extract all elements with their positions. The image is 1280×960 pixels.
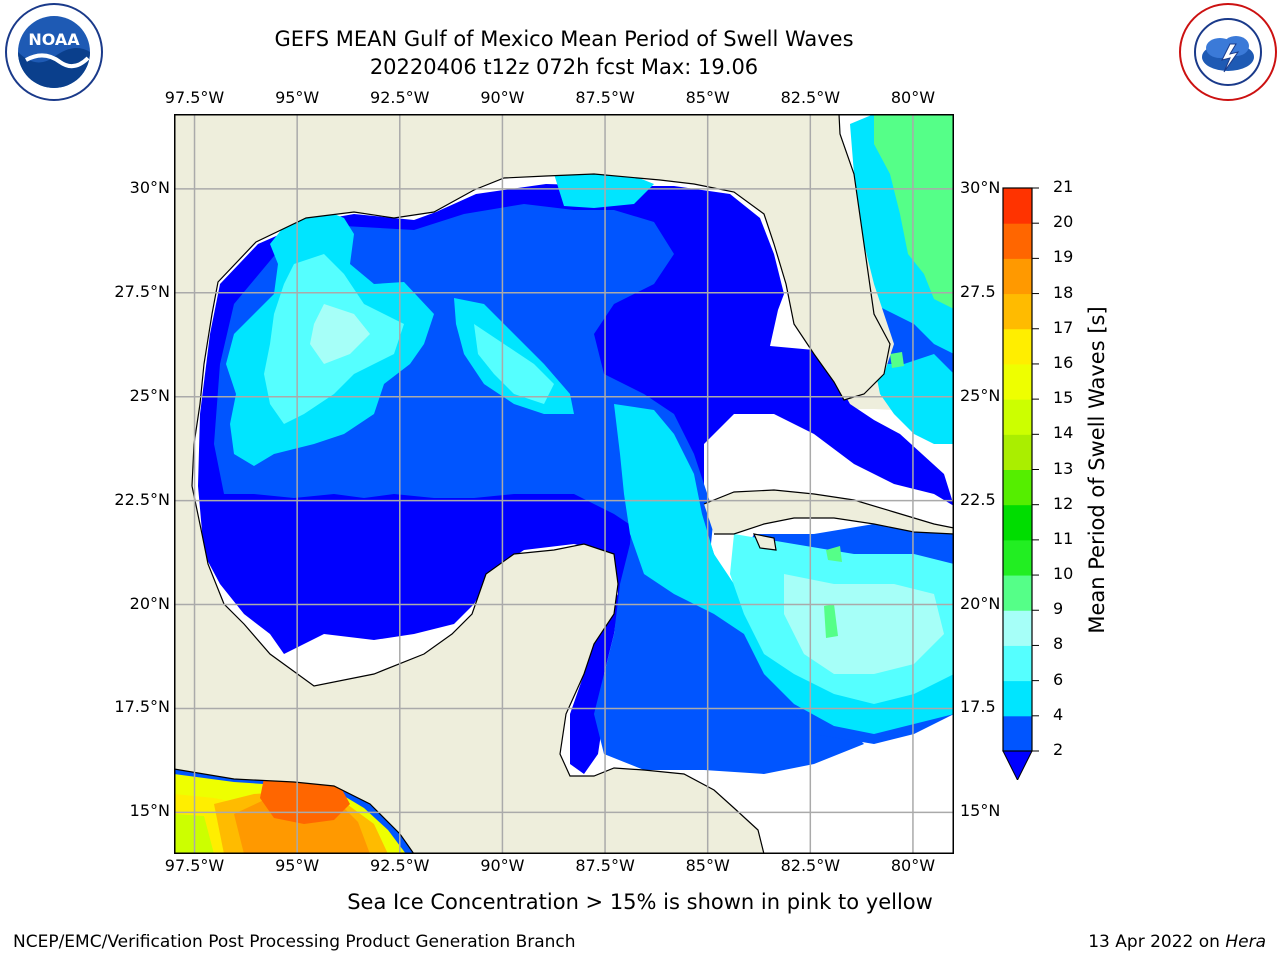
colorbar-tick-label: 19 — [1053, 247, 1074, 267]
lat-label-left: 27.5°N — [114, 281, 170, 301]
colorbar — [1002, 187, 1039, 780]
colorbar-tick-label: 21 — [1053, 177, 1074, 196]
colorbar-tick-label: 20 — [1053, 212, 1074, 232]
lon-label-bottom: 90°W — [480, 856, 525, 875]
colorbar-segment — [1003, 258, 1032, 295]
colorbar-tick-label: 12 — [1053, 493, 1074, 513]
colorbar-under-triangle — [1002, 750, 1033, 780]
colorbar-tick-label: 9 — [1053, 599, 1064, 619]
lat-label-right: 27.5 — [960, 281, 996, 301]
colorbar-segment — [1003, 188, 1032, 224]
map-panel — [174, 114, 954, 854]
colorbar-segment — [1003, 539, 1032, 576]
sea-ice-note: Sea Ice Concentration > 15% is shown in … — [347, 890, 933, 914]
colorbar-tick-label: 16 — [1053, 352, 1074, 372]
lon-label-top: 92.5°W — [370, 88, 430, 107]
lat-label-right: 17.5 — [960, 697, 996, 717]
colorbar-segment — [1003, 363, 1032, 400]
lat-label-left: 30°N — [129, 177, 170, 197]
colorbar-segment — [1003, 715, 1032, 752]
chart-subtitle: 20220406 t12z 072h fcst Max: 19.06 — [369, 55, 759, 79]
lon-label-top: 82.5°W — [780, 88, 841, 107]
colorbar-tick-label: 11 — [1053, 528, 1074, 548]
lon-label-top: 85°W — [685, 88, 730, 107]
map-gridlines — [174, 114, 954, 854]
footer-date-text: 13 Apr 2022 on — [1088, 932, 1226, 952]
colorbar-tick-label: 4 — [1053, 704, 1064, 724]
lat-label-left: 25°N — [129, 385, 170, 405]
colorbar-tick-label: 6 — [1053, 669, 1064, 689]
lat-label-left: 22.5°N — [114, 489, 170, 509]
lat-label-right: 20°N — [960, 593, 1001, 613]
colorbar-tick-label: 18 — [1053, 282, 1074, 302]
colorbar-segment — [1003, 328, 1032, 365]
nws-logo — [1179, 3, 1277, 101]
lon-label-top: 87.5°W — [575, 88, 635, 107]
colorbar-segment — [1003, 223, 1032, 259]
lon-label-bottom: 82.5°W — [780, 856, 841, 875]
coastlines — [174, 114, 954, 854]
lat-label-right: 30°N — [960, 177, 1001, 197]
colorbar-tick-label: 14 — [1053, 423, 1074, 443]
lat-label-right: 15°N — [960, 801, 1001, 821]
lon-label-bottom: 92.5°W — [370, 856, 430, 875]
colorbar-tick-label: 13 — [1053, 458, 1074, 478]
swell-period-field — [174, 114, 954, 854]
lon-label-top: 80°W — [890, 88, 936, 107]
map-frame — [174, 114, 954, 854]
lon-label-top: 97.5°W — [164, 88, 225, 107]
lon-label-bottom: 87.5°W — [575, 856, 635, 875]
lat-label-left: 17.5°N — [114, 697, 170, 717]
colorbar-segment — [1003, 610, 1032, 646]
colorbar-tick-label: 17 — [1053, 317, 1074, 337]
colorbar-segment — [1003, 680, 1032, 717]
lat-label-left: 20°N — [129, 593, 170, 613]
colorbar-tick-label: 15 — [1053, 388, 1074, 408]
lat-label-right: 25°N — [960, 385, 1001, 405]
footer-credit: NCEP/EMC/Verification Post Processing Pr… — [13, 932, 576, 952]
colorbar-segment — [1003, 399, 1032, 435]
colorbar-tick-label: 10 — [1053, 564, 1074, 584]
lon-label-bottom: 85°W — [685, 856, 730, 875]
colorbar-segments — [1003, 188, 1032, 752]
chart-title: GEFS MEAN Gulf of Mexico Mean Period of … — [274, 27, 854, 51]
lat-label-left: 15°N — [129, 801, 170, 821]
lon-label-top: 90°W — [480, 88, 525, 107]
colorbar-segment — [1003, 469, 1032, 506]
colorbar-segment — [1003, 575, 1032, 611]
colorbar-segment — [1003, 293, 1032, 330]
footer-host: Hera — [1225, 932, 1266, 952]
lon-label-top: 95°W — [275, 88, 320, 107]
colorbar-title: Mean Period of Swell Waves [s] — [1085, 306, 1109, 634]
lon-label-bottom: 80°W — [890, 856, 936, 875]
colorbar-segment — [1003, 434, 1032, 470]
colorbar-segment — [1003, 645, 1032, 682]
colorbar-tick-label: 2 — [1053, 740, 1064, 759]
lon-label-bottom: 97.5°W — [164, 856, 225, 875]
footer-date: 13 Apr 2022 on Hera — [1088, 932, 1266, 952]
colorbar-tick-label: 8 — [1053, 634, 1064, 654]
noaa-logo: NOAA — [5, 3, 103, 101]
lon-label-bottom: 95°W — [275, 856, 320, 875]
lat-label-right: 22.5 — [960, 489, 996, 509]
colorbar-segment — [1003, 504, 1032, 541]
noaa-logo-text: NOAA — [28, 30, 80, 49]
